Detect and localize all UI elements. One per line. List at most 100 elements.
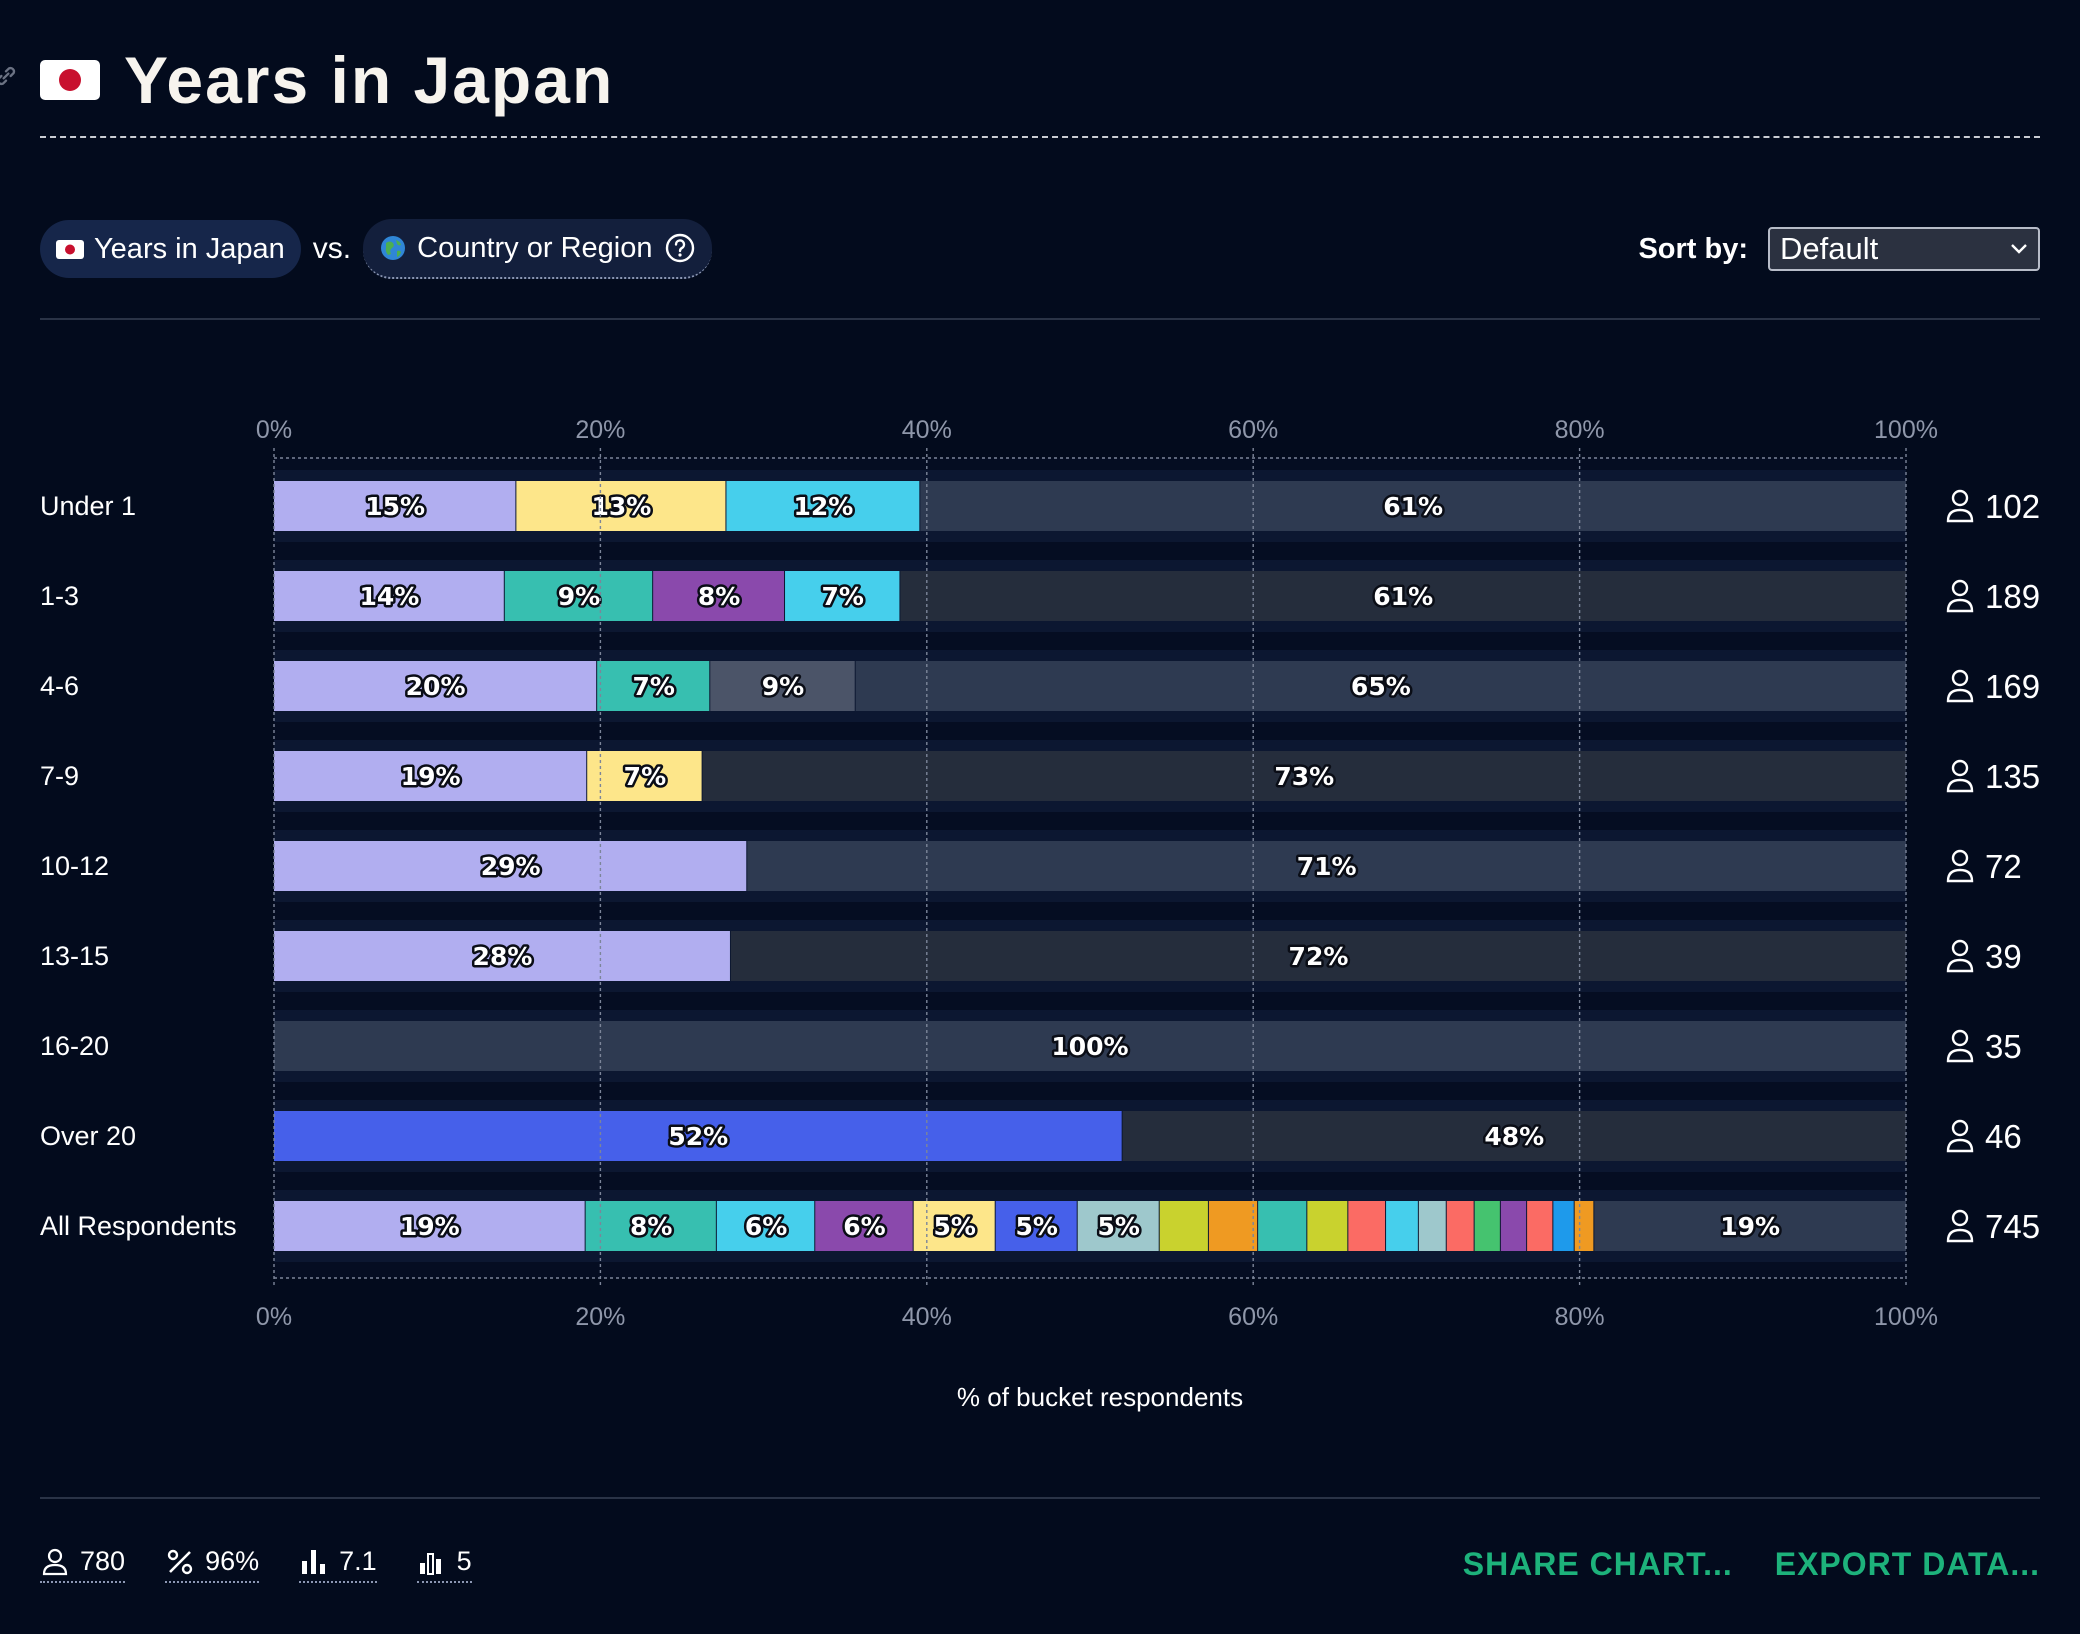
bar-segment-other [274, 1021, 1906, 1071]
x-tick-label-bottom: 60% [1228, 1303, 1278, 1331]
bar-segment [785, 571, 900, 621]
bar-segment [716, 1201, 815, 1251]
row-count: 35 [1985, 1028, 2022, 1065]
data-label: 19% [1720, 1212, 1780, 1241]
stacked-bar-chart: 15% 13% 12% 61% Under 1 102 14% 9% 8% 7% 61% 1-3 189… [40, 416, 2040, 1331]
median-stat[interactable]: 5 [416, 1546, 472, 1583]
controls-divider [40, 318, 2040, 320]
bar-segment [504, 571, 653, 621]
share-chart-button[interactable]: SHARE CHART... [1462, 1546, 1733, 1582]
respondents-stat-value: 780 [80, 1546, 126, 1576]
person-icon [1946, 1138, 1974, 1153]
row-count: 135 [1985, 758, 2040, 795]
data-label: 7% [632, 672, 674, 701]
data-label: 7% [822, 582, 864, 611]
sort-select[interactable]: Default [1768, 227, 2040, 271]
person-icon [1951, 669, 1969, 687]
sort-control: Sort by: Default [1638, 225, 2040, 273]
row-label: 1-3 [40, 581, 79, 611]
mean-stat-value: 7.1 [339, 1546, 377, 1576]
bar-segment [1553, 1201, 1574, 1251]
data-label: 6% [745, 1212, 787, 1241]
person-icon [1951, 489, 1969, 507]
row-label: 7-9 [40, 761, 79, 791]
row-count: 745 [1985, 1208, 2040, 1245]
bar-segment-other [855, 661, 1907, 711]
person-icon [1946, 598, 1974, 613]
bar-segment [1348, 1201, 1386, 1251]
row-count: 72 [1985, 848, 2022, 885]
person-icon [1946, 958, 1974, 973]
bar-segment [1208, 1201, 1258, 1251]
bar-segment [1574, 1201, 1594, 1251]
data-label: 19% [400, 1212, 460, 1241]
title-row: Years in Japan [40, 40, 614, 120]
bar-segment [274, 751, 587, 801]
bar-chart-small-icon [419, 1552, 441, 1575]
person-icon [1946, 1048, 1974, 1063]
bar-segment-other [747, 841, 1906, 891]
data-label: 8% [630, 1212, 672, 1241]
title-divider [40, 136, 2040, 138]
person-icon [1951, 1209, 1969, 1227]
x-tick-label-top: 40% [902, 416, 952, 444]
data-label: 61% [1383, 492, 1443, 521]
data-label: 100% [1051, 1032, 1128, 1061]
x-tick-label-top: 80% [1555, 416, 1605, 444]
mean-stat[interactable]: 7.1 [299, 1546, 377, 1583]
person-icon [1951, 759, 1969, 777]
respondents-stat[interactable]: 780 [40, 1546, 126, 1583]
bar-segment [1446, 1201, 1474, 1251]
data-label: 19% [401, 762, 461, 791]
median-stat-value: 5 [456, 1546, 472, 1576]
data-label: 73% [1274, 762, 1334, 791]
bar-segment [274, 481, 516, 531]
completion-stat[interactable]: 96% [165, 1546, 260, 1583]
row-count: 46 [1985, 1118, 2022, 1155]
secondary-question-pill[interactable]: Country or Region [363, 219, 713, 279]
bar-segment [516, 481, 726, 531]
bar-segment [597, 661, 710, 711]
bar-segment [1077, 1201, 1159, 1251]
data-label: 61% [1373, 582, 1433, 611]
bar-segment [274, 841, 747, 891]
data-label: 5% [1015, 1212, 1057, 1241]
data-label: 9% [762, 672, 804, 701]
x-tick-label-top: 100% [1874, 416, 1938, 444]
footer-actions: SHARE CHART... EXPORT DATA... [1463, 1546, 2040, 1583]
bar-segment [274, 1201, 585, 1251]
help-circle-icon[interactable] [664, 232, 696, 264]
secondary-question-label: Country or Region [417, 231, 653, 264]
bar-segment [815, 1201, 913, 1251]
comparison-controls: Years in Japan vs. Country or Region [40, 219, 713, 279]
bar-segment [1159, 1201, 1208, 1251]
person-icon [1951, 939, 1969, 957]
person-icon [1946, 1228, 1974, 1243]
row-label: Over 20 [40, 1121, 136, 1151]
bar-segment-other [702, 751, 1906, 801]
row-label: 13-15 [40, 941, 109, 971]
bar-segment-other [900, 571, 1906, 621]
bar-segment [274, 1111, 1122, 1161]
footer-divider [40, 1497, 2040, 1499]
bar-segment [1307, 1201, 1348, 1251]
data-label: 7% [624, 762, 666, 791]
row-label: Under 1 [40, 491, 136, 521]
bar-segment [1258, 1201, 1307, 1251]
bar-segment [274, 661, 597, 711]
person-icon [1951, 1029, 1969, 1047]
x-tick-label-bottom: 100% [1874, 1303, 1938, 1331]
data-label: 52% [668, 1122, 728, 1151]
bar-segment [274, 571, 504, 621]
link-icon[interactable] [0, 62, 20, 90]
bar-segment-other [1594, 1201, 1906, 1251]
x-tick-label-bottom: 40% [902, 1303, 952, 1331]
data-label: 12% [793, 492, 853, 521]
data-label: 15% [365, 492, 425, 521]
export-data-button[interactable]: EXPORT DATA... [1774, 1546, 2040, 1582]
person-icon [42, 1548, 68, 1575]
person-icon [1946, 688, 1974, 703]
primary-question-pill[interactable]: Years in Japan [40, 220, 301, 278]
bar-segment [995, 1201, 1077, 1251]
data-label: 48% [1484, 1122, 1544, 1151]
